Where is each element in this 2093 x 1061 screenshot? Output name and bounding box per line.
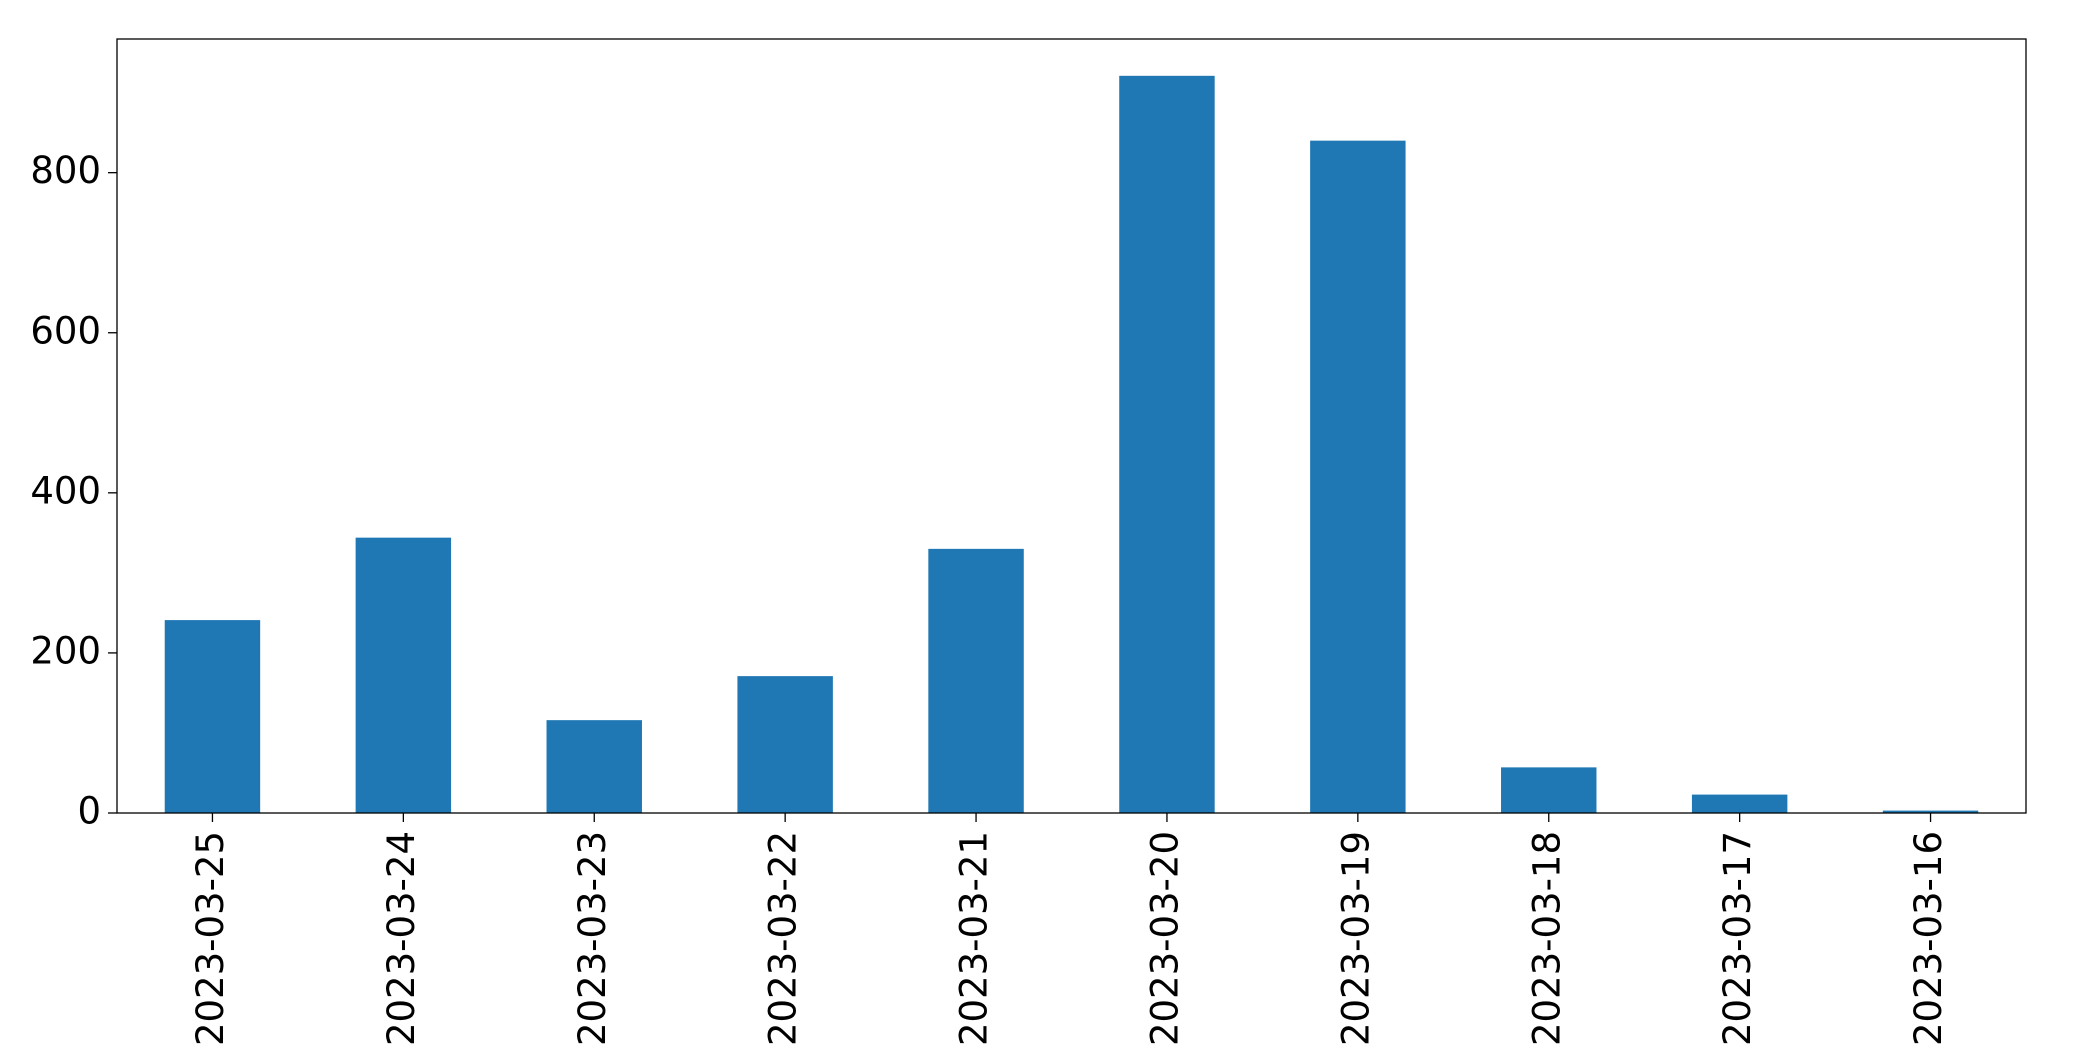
bar (1119, 75, 1215, 813)
x-tick-label: 2023-03-16 (1907, 831, 1950, 1046)
bar (737, 676, 833, 813)
bar (546, 720, 642, 813)
y-tick-label: 800 (30, 149, 101, 192)
bar (1310, 140, 1406, 813)
bar (1691, 794, 1788, 813)
plot-frame (116, 38, 2027, 814)
bar (1882, 810, 1979, 813)
bar (355, 537, 452, 813)
x-tick-label: 2023-03-25 (189, 831, 232, 1046)
x-tick-label: 2023-03-17 (1716, 831, 1759, 1046)
y-tick-label: 0 (77, 790, 101, 833)
y-tick-label: 200 (30, 629, 101, 672)
x-tick-label: 2023-03-24 (380, 831, 423, 1046)
x-tick-label: 2023-03-23 (571, 831, 614, 1046)
y-tick-label: 400 (30, 469, 101, 512)
bar (164, 620, 261, 813)
x-tick-label: 2023-03-20 (1143, 831, 1186, 1046)
x-tick-label: 2023-03-19 (1334, 831, 1377, 1046)
x-tick-label: 2023-03-18 (1525, 831, 1568, 1046)
x-tick-label: 2023-03-22 (762, 831, 805, 1046)
y-tick-label: 600 (30, 309, 101, 352)
bar (1501, 767, 1597, 813)
x-tick-label: 2023-03-21 (953, 831, 996, 1046)
bar (928, 548, 1024, 813)
